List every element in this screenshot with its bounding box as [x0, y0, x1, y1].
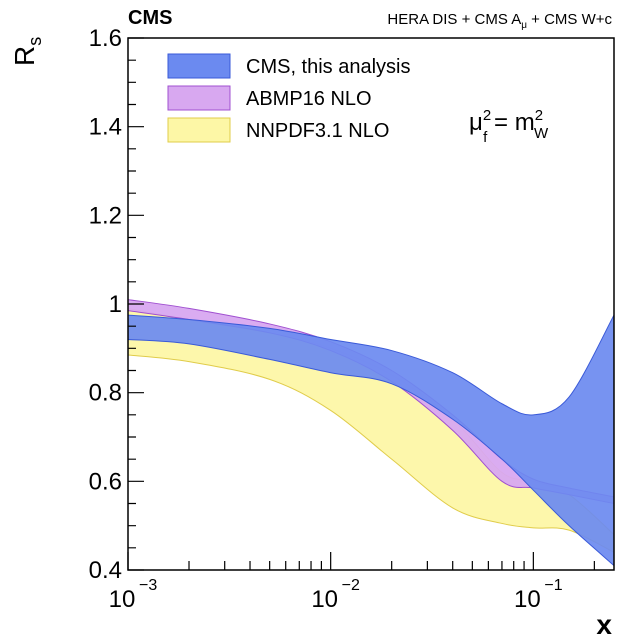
x-tick-exponent: −1 — [544, 577, 562, 594]
legend: CMS, this analysis ABMP16 NLO NNPDF3.1 NLO — [167, 53, 411, 143]
legend-label: NNPDF3.1 NLO — [246, 120, 389, 142]
tick-labels-group: 0.40.60.811.21.41.610−310−210−1 — [89, 25, 563, 613]
ann-mu-sup: 2 — [483, 107, 491, 124]
y-tick-label: 1 — [109, 291, 122, 318]
experiment-label: CMS — [128, 7, 172, 29]
x-tick-exponent: −2 — [342, 577, 360, 594]
axis-ticks — [127, 37, 595, 571]
x-tick-exponent: −3 — [139, 577, 157, 594]
y-axis-title-sub: s — [25, 37, 45, 46]
y-tick-label: 0.8 — [89, 380, 122, 407]
x-tick-label: 10 — [311, 586, 338, 613]
datasets-label: HERA DIS + CMS Aμ + CMS W+c — [387, 11, 612, 31]
y-tick-label: 1.4 — [89, 114, 122, 141]
ann-m-sup: 2 — [535, 107, 543, 124]
datasets-text: HERA DIS + CMS A — [387, 11, 521, 28]
ann-mu-sub: f — [483, 129, 488, 146]
legend-swatch — [167, 85, 231, 111]
scale-annotation: μ2 f = m2 W — [469, 107, 549, 146]
ann-eq: = m — [487, 109, 534, 136]
ticks-group — [127, 37, 595, 571]
x-tick-label: 10 — [109, 586, 136, 613]
x-tick-label: 10 — [514, 586, 541, 613]
ann-mu: μ — [469, 109, 483, 136]
legend-label: ABMP16 NLO — [246, 88, 372, 110]
y-tick-label: 1.6 — [89, 25, 122, 52]
legend-swatch — [167, 117, 231, 143]
y-tick-label: 0.4 — [89, 557, 122, 584]
y-tick-label: 0.6 — [89, 468, 122, 495]
y-axis-title: Rs — [9, 37, 45, 66]
ann-m-sub: W — [534, 125, 549, 142]
band-cms-this-analysis — [128, 314, 614, 567]
datasets-sub: μ — [521, 20, 527, 31]
datasets-tail: + CMS W+c — [527, 11, 613, 28]
legend-label: CMS, this analysis — [246, 56, 411, 78]
y-tick-label: 1.2 — [89, 202, 122, 229]
x-axis-title: x — [596, 609, 612, 637]
legend-swatch — [167, 53, 231, 79]
bands-group — [128, 299, 614, 567]
y-axis-title-main: R — [9, 46, 40, 66]
